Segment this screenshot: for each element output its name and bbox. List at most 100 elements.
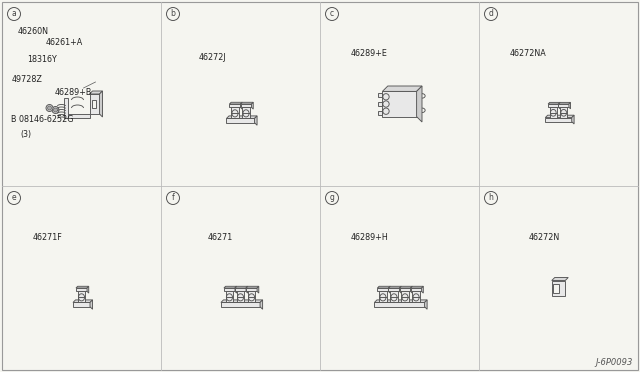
Bar (559, 104, 569, 107)
Bar (390, 297, 398, 302)
Text: 46261+A: 46261+A (45, 38, 83, 47)
Text: 46289+E: 46289+E (351, 49, 388, 58)
Bar (550, 113, 557, 118)
Bar (379, 291, 387, 297)
Polygon shape (246, 286, 248, 293)
Bar (545, 118, 572, 122)
Bar (390, 291, 398, 297)
Bar (399, 288, 410, 291)
Bar (226, 297, 233, 302)
Polygon shape (388, 286, 401, 288)
Text: 46272N: 46272N (529, 233, 560, 242)
Bar (560, 113, 567, 118)
Bar (242, 108, 250, 113)
Polygon shape (374, 300, 427, 302)
Polygon shape (388, 286, 390, 293)
Polygon shape (241, 102, 253, 104)
Polygon shape (87, 286, 89, 293)
Bar (242, 113, 250, 118)
Bar (231, 108, 239, 113)
Polygon shape (552, 278, 568, 280)
Polygon shape (230, 102, 242, 104)
Text: 46272J: 46272J (198, 53, 226, 62)
Text: (3): (3) (20, 130, 32, 139)
Bar (374, 302, 424, 307)
Text: 49728Z: 49728Z (12, 75, 42, 84)
Polygon shape (399, 286, 401, 293)
Polygon shape (548, 102, 560, 104)
Polygon shape (76, 286, 89, 288)
Bar (63, 114, 90, 118)
Polygon shape (235, 286, 237, 293)
Bar (412, 291, 420, 297)
Bar (248, 297, 255, 302)
Text: b: b (171, 10, 175, 19)
Polygon shape (569, 102, 570, 109)
Text: 46272NA: 46272NA (510, 49, 547, 58)
Bar (221, 302, 260, 307)
Polygon shape (424, 300, 427, 309)
Polygon shape (378, 286, 390, 288)
Polygon shape (235, 286, 248, 288)
Bar (226, 291, 233, 297)
Bar (227, 118, 255, 123)
Text: 46289+H: 46289+H (351, 233, 389, 242)
Polygon shape (246, 286, 259, 288)
Text: c: c (330, 10, 334, 19)
Polygon shape (559, 102, 560, 109)
Bar (378, 288, 388, 291)
Polygon shape (399, 286, 412, 288)
Bar (548, 104, 559, 107)
Bar (235, 288, 246, 291)
Polygon shape (252, 102, 253, 109)
Text: 46289+B: 46289+B (55, 88, 92, 97)
Text: f: f (172, 193, 174, 202)
Bar (560, 107, 567, 113)
Bar (388, 288, 399, 291)
Bar (237, 291, 244, 297)
Bar (378, 93, 383, 97)
Polygon shape (572, 115, 574, 124)
Bar (401, 297, 409, 302)
Text: J-6P0093: J-6P0093 (596, 358, 633, 367)
Bar (224, 288, 235, 291)
Bar (241, 104, 252, 108)
Bar (231, 113, 239, 118)
Polygon shape (90, 91, 102, 94)
Polygon shape (241, 102, 242, 109)
Bar (77, 291, 85, 297)
Polygon shape (99, 91, 102, 117)
Text: a: a (12, 10, 17, 19)
Polygon shape (224, 286, 237, 288)
Polygon shape (221, 300, 262, 302)
Circle shape (47, 106, 51, 110)
Bar (237, 297, 244, 302)
Polygon shape (545, 115, 574, 118)
Circle shape (54, 108, 58, 112)
Text: 46271F: 46271F (33, 233, 63, 242)
Bar (379, 297, 387, 302)
Bar (410, 288, 422, 291)
Polygon shape (410, 286, 412, 293)
Bar (246, 288, 257, 291)
Bar (552, 280, 565, 295)
Bar (550, 107, 557, 113)
Polygon shape (227, 116, 257, 118)
Polygon shape (260, 300, 262, 309)
Polygon shape (73, 300, 93, 302)
Text: 18316Y: 18316Y (27, 55, 56, 64)
Polygon shape (90, 300, 93, 309)
Bar (248, 291, 255, 297)
Polygon shape (559, 102, 570, 104)
Text: h: h (488, 193, 493, 202)
Bar (76, 288, 87, 291)
Bar (401, 291, 409, 297)
Bar (553, 283, 559, 292)
Polygon shape (383, 86, 422, 92)
Bar (73, 302, 90, 307)
Circle shape (46, 105, 53, 112)
Bar (378, 111, 383, 115)
Text: g: g (330, 193, 335, 202)
Bar (90, 94, 99, 114)
Circle shape (52, 106, 59, 113)
